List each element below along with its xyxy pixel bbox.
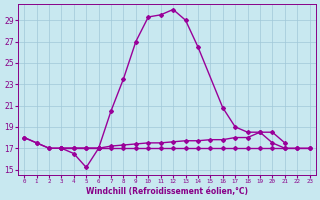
X-axis label: Windchill (Refroidissement éolien,°C): Windchill (Refroidissement éolien,°C) — [86, 187, 248, 196]
